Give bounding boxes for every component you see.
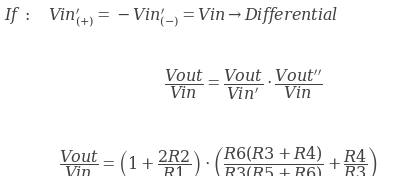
Text: $\mathit{If}\ \mathit{:}\ \ \ \mathit{Vin}_{(+)}'=-\mathit{Vin}_{(-)}'=\mathit{V: $\mathit{If}\ \mathit{:}\ \ \ \mathit{Vi…: [4, 5, 339, 29]
Text: $\dfrac{\mathit{Vout}}{\mathit{Vin}}=\dfrac{\mathit{Vout}}{\mathit{Vin}'}\cdot\d: $\dfrac{\mathit{Vout}}{\mathit{Vin}}=\df…: [164, 67, 323, 102]
Text: $\dfrac{\mathit{Vout}}{\mathit{Vin}}=\left(1+\dfrac{2\mathit{R2}}{\mathit{R1}}\r: $\dfrac{\mathit{Vout}}{\mathit{Vin}}=\le…: [59, 144, 378, 176]
